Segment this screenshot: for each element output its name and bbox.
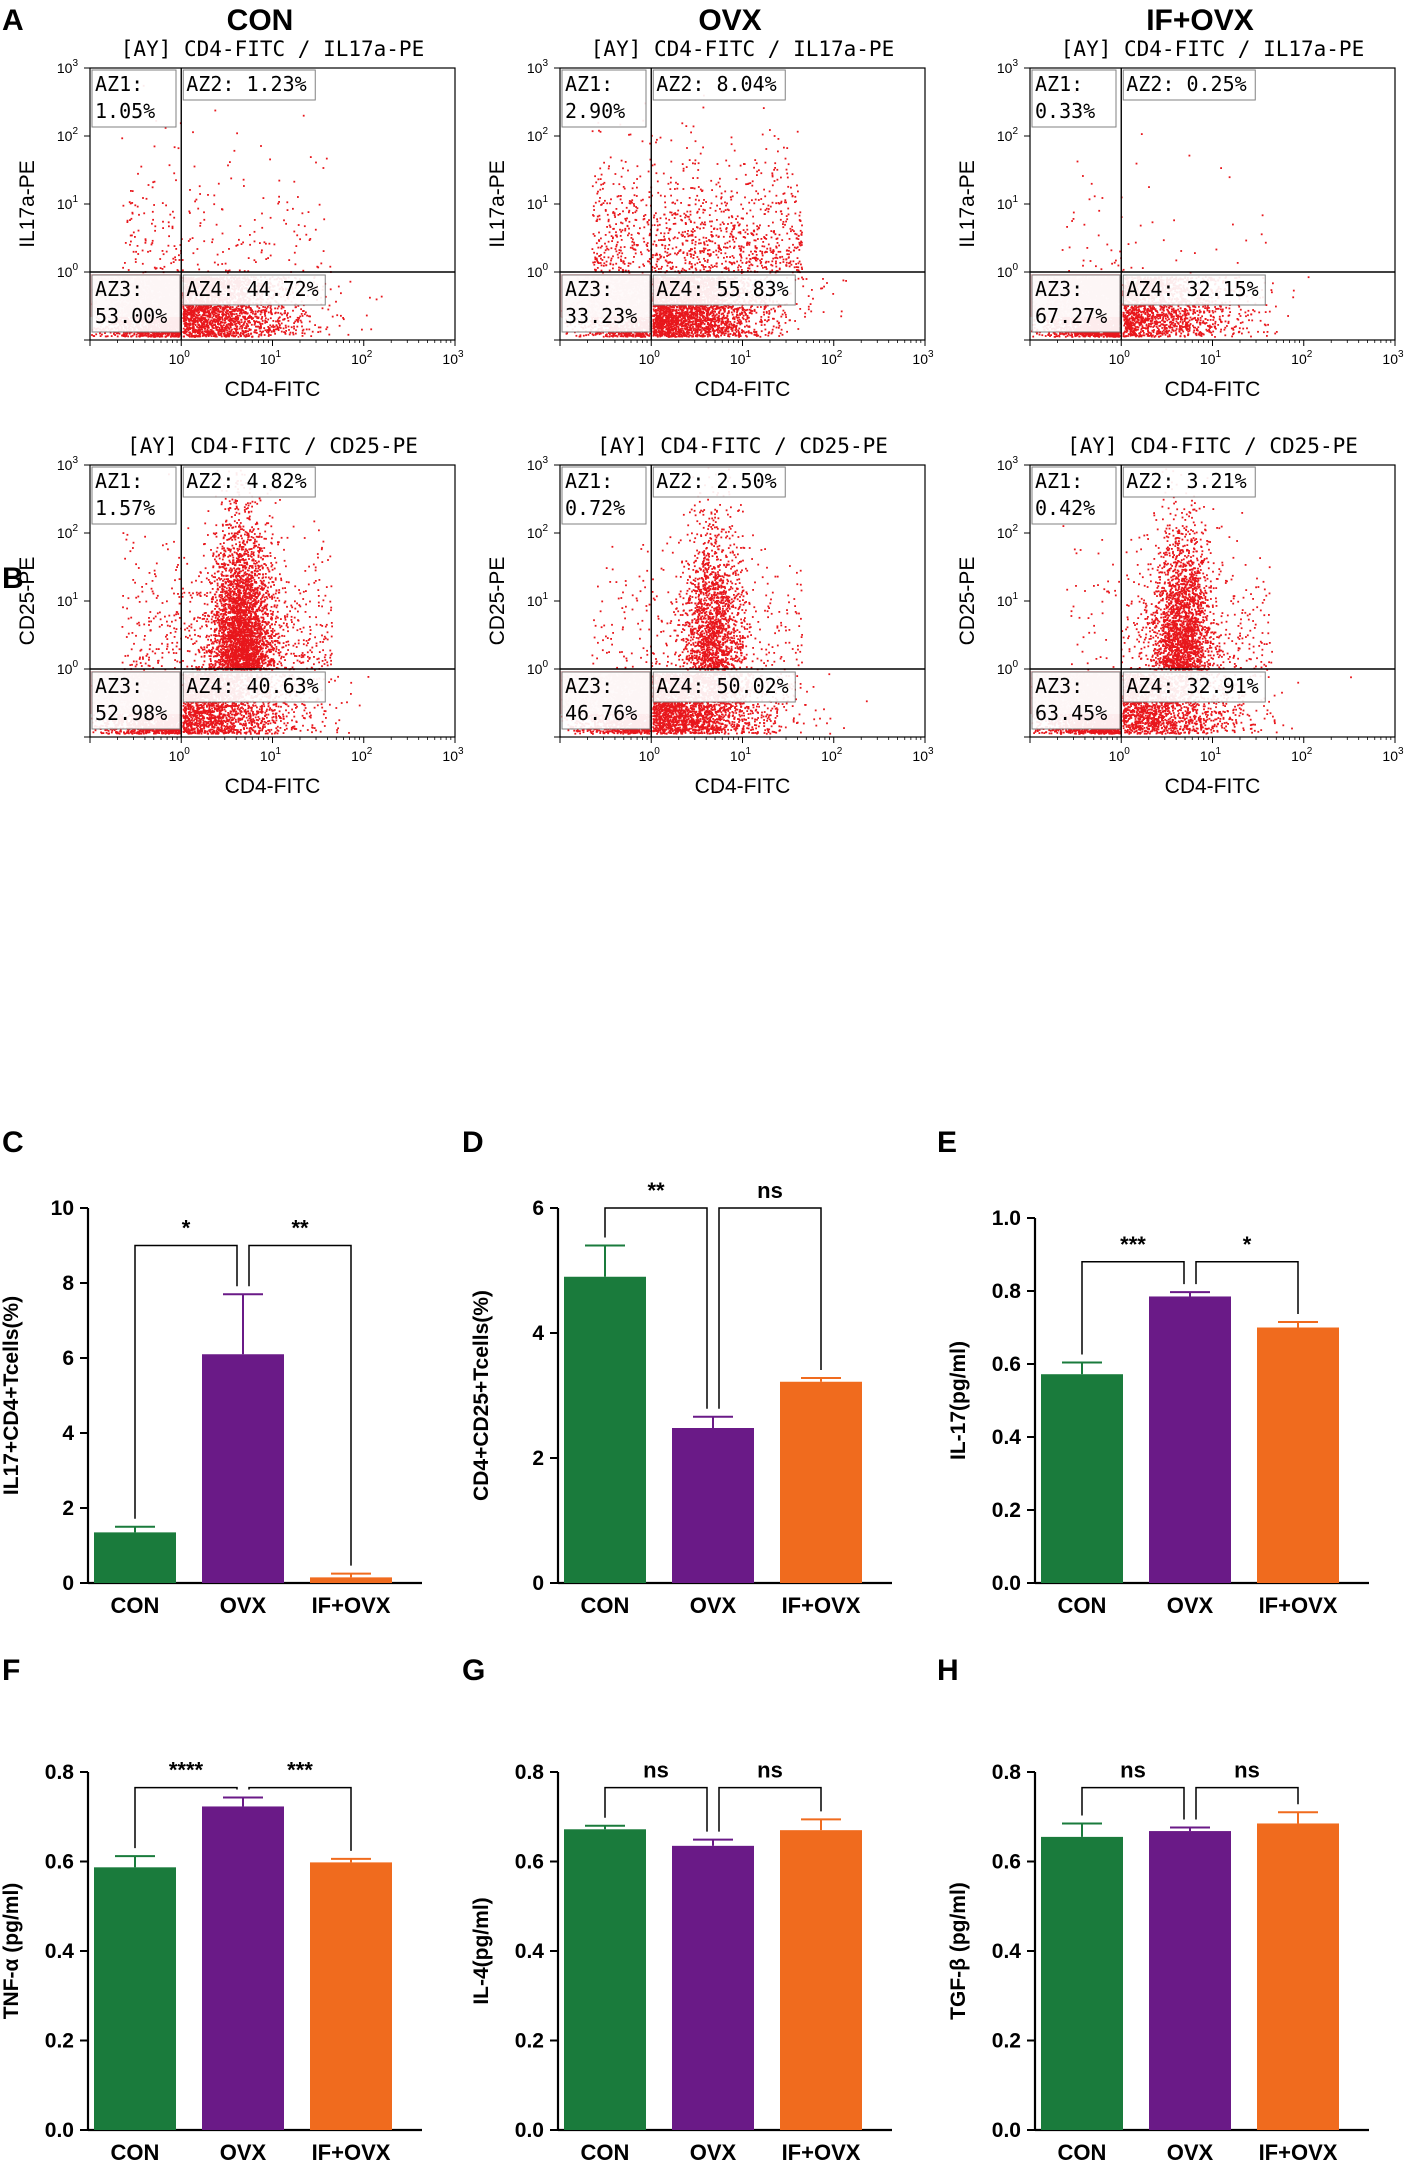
group-titles: CON OVX IF+OVX [227,4,1254,37]
panel-letter-f: F [2,1654,20,1687]
event-dot [150,334,152,336]
event-dot [132,335,134,337]
event-dot [99,333,101,335]
group-title-ovx: OVX [698,4,761,37]
group-title-ifovx: IF+OVX [1146,4,1254,37]
panel-letter-g: G [462,1654,485,1687]
event-dot [125,334,127,336]
event-dot [166,335,168,337]
event-dot [111,335,113,337]
event-dot [130,336,132,338]
event-dot [144,335,146,337]
panel-letter-d: D [462,1126,484,1159]
panel-letter-e: E [937,1126,957,1159]
event-dot [93,335,95,337]
event-dot [100,335,102,337]
figure-canvas: A B C D E F G H CON OVX IF+OVX [AY] CD4-… [0,0,1417,2166]
flow-plot-title: [AY] CD4-FITC / IL17a-PE [121,37,424,61]
event-dot [136,334,138,336]
flow-plot-a-con: [AY] CD4-FITC / IL17a-PE1001001011011021… [16,37,464,401]
panel-letter-a: A [2,4,24,37]
event-dot [172,333,174,335]
panel-letter-c: C [2,1126,24,1159]
event-dot [101,334,103,336]
event-dot [117,336,119,338]
panel-letter-h: H [937,1654,959,1687]
event-dot [146,335,148,337]
event-dot [95,333,97,335]
plots-layer: [AY] CD4-FITC / IL17a-PE1001001011011021… [0,37,1404,2165]
event-dot [91,334,93,336]
group-title-con: CON [227,4,294,37]
